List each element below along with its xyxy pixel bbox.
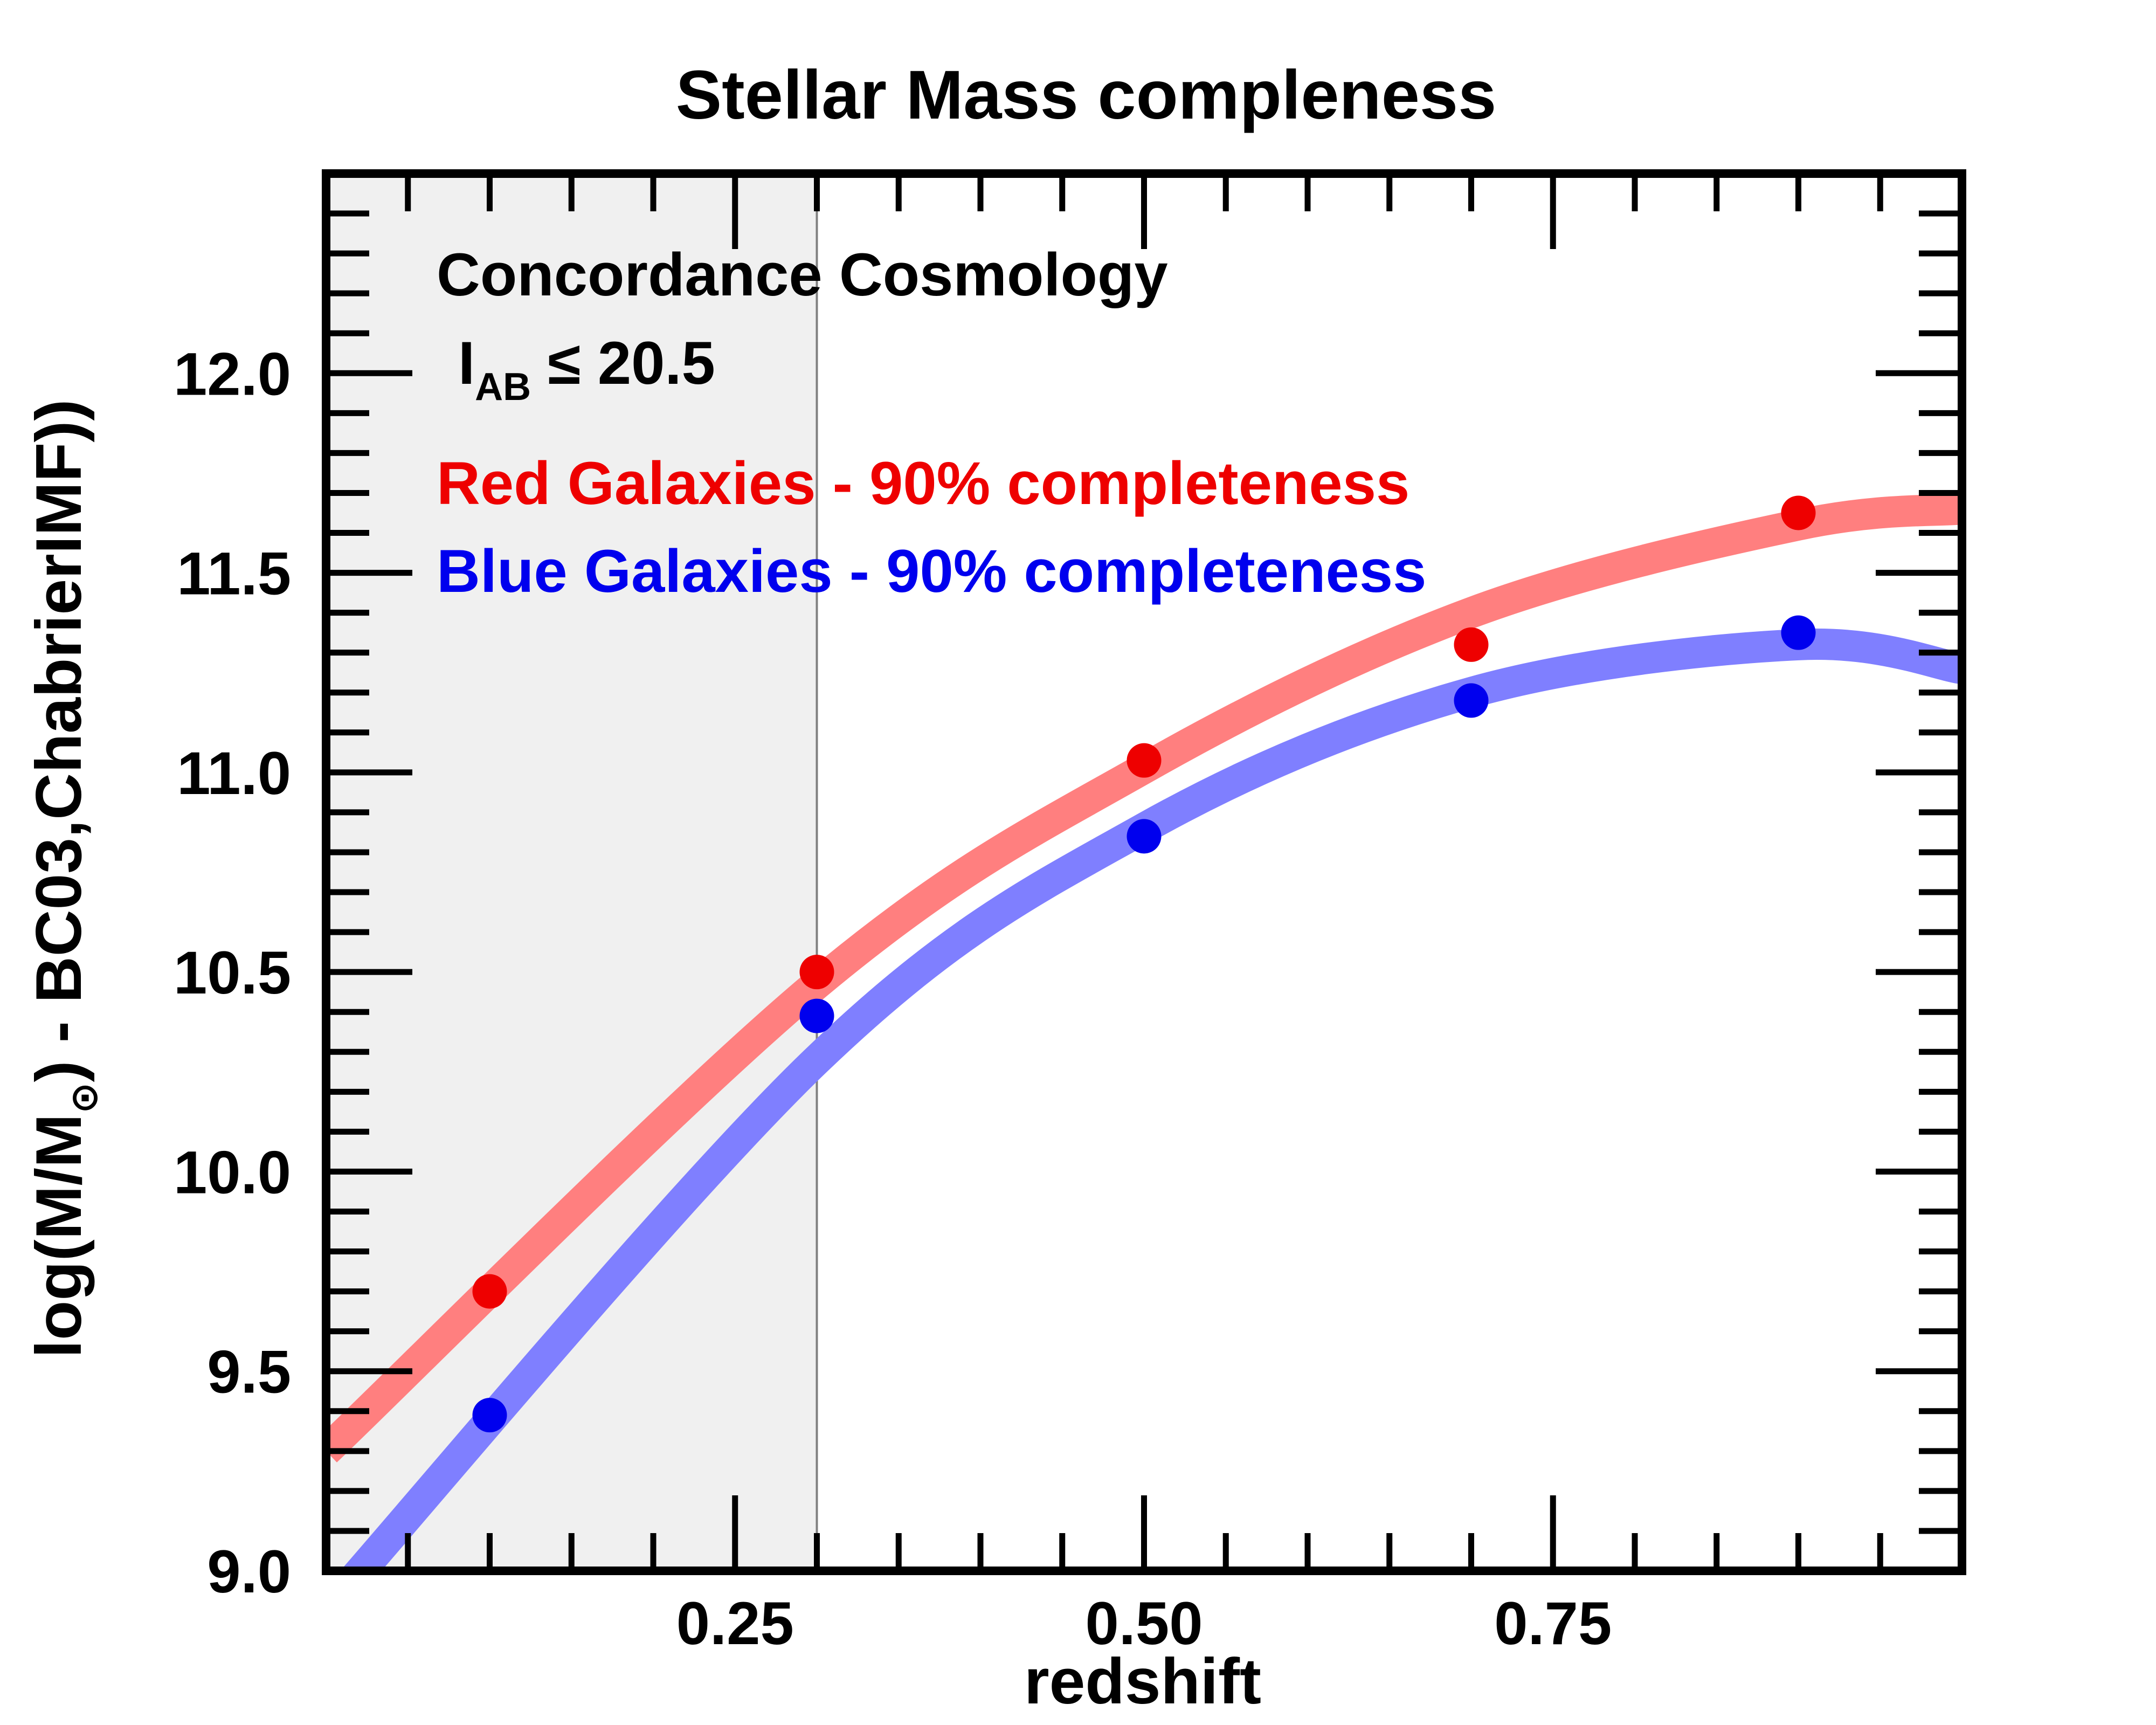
red-data-point — [1781, 495, 1816, 530]
mag-limit-rest: ≤ 20.5 — [531, 329, 715, 397]
y-tick-label: 10.5 — [174, 939, 291, 1006]
y-tick-label: 12.0 — [174, 340, 291, 408]
y-tick-label: 11.5 — [177, 540, 291, 608]
plot-frame — [322, 169, 1966, 1575]
y-axis-label-prefix: log(M/M — [23, 1114, 95, 1358]
red-data-point — [1454, 627, 1489, 662]
mag-limit-letter: I — [458, 329, 475, 397]
legend-blue-galaxies: Blue Galaxies - 90% completeness — [437, 537, 1426, 605]
tick-labels: 0.25 0.50 0.75 9.0 9.5 10.0 10.5 11.0 11.5 12.0 — [174, 340, 1612, 1657]
blue-fit-curve — [340, 629, 1962, 1571]
x-tick-label: 0.75 — [1494, 1590, 1612, 1657]
x-tick-label: 0.25 — [676, 1590, 794, 1657]
y-tick-label: 10.0 — [174, 1138, 291, 1206]
y-tick-label: 9.0 — [207, 1538, 291, 1605]
x-tick-label: 0.50 — [1086, 1590, 1203, 1657]
x-axis-label: redshift — [1024, 1645, 1261, 1717]
mag-limit-subscript: AB — [475, 365, 531, 409]
blue-data-point — [1454, 683, 1489, 718]
red-fit-curve — [326, 493, 1962, 1462]
red-data-point — [799, 955, 834, 990]
fit-curves — [326, 493, 1962, 1571]
axis-ticks — [326, 174, 1962, 1571]
blue-data-point — [799, 998, 834, 1033]
y-axis-label: log(M/M⊙) - BC03,ChabrierIMF)) — [23, 399, 105, 1358]
y-tick-label: 9.5 — [207, 1338, 291, 1406]
chart-title: Stellar Mass compleness — [676, 57, 1497, 134]
y-axis-label-suffix: ) - BC03,ChabrierIMF)) — [23, 399, 95, 1082]
legend-red-galaxies: Red Galaxies - 90% completeness — [437, 450, 1409, 517]
blue-data-point — [472, 1398, 507, 1433]
red-data-point — [472, 1274, 507, 1309]
annotation-cosmology: Concordance Cosmology — [437, 241, 1168, 308]
red-data-point — [1127, 743, 1162, 778]
data-points — [472, 495, 1816, 1433]
y-tick-label: 11.0 — [177, 740, 291, 807]
y-axis-label-sun-symbol: ⊙ — [63, 1082, 105, 1114]
blue-data-point — [1781, 615, 1816, 650]
blue-data-point — [1127, 819, 1162, 854]
annotation-mag-limit: IAB ≤ 20.5 — [458, 329, 715, 409]
